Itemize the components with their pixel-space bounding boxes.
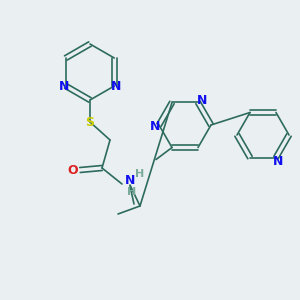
Text: N: N <box>58 80 69 92</box>
Text: N: N <box>125 173 135 187</box>
Text: H: H <box>135 169 145 179</box>
Text: O: O <box>68 164 78 176</box>
Text: N: N <box>150 121 160 134</box>
Text: N: N <box>273 155 283 168</box>
Text: H: H <box>128 187 136 197</box>
Text: S: S <box>85 116 94 128</box>
Text: N: N <box>197 94 207 107</box>
Text: N: N <box>111 80 122 92</box>
